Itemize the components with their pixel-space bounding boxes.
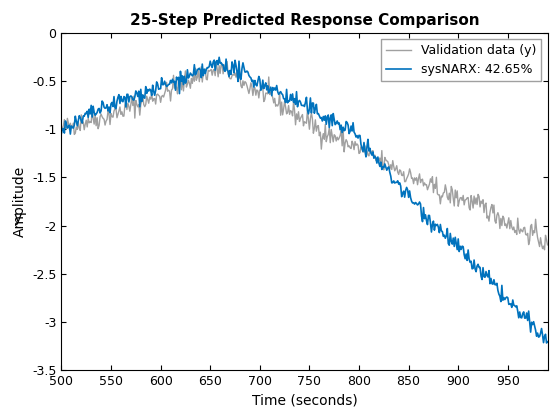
Title: 25-Step Predicted Response Comparison: 25-Step Predicted Response Comparison <box>130 13 479 27</box>
Validation data (y) <box>544 242 551 247</box>
Legend: Validation data (y), sysNARX: 42.65%: Validation data (y), sysNARX: 42.65% <box>381 39 542 81</box>
Y-axis label: Amplitude: Amplitude <box>12 166 26 237</box>
Validation data (y) <box>58 124 65 129</box>
Line: sysNARX: 42.65%: sysNARX: 42.65% <box>62 57 548 343</box>
sysNARX: 42.65%: (659, -0.254): 42.65%: (659, -0.254) <box>216 55 222 60</box>
sysNARX: 42.65%: (892, -2.08): 42.65%: (892, -2.08) <box>447 231 454 236</box>
Validation data (y) <box>260 99 267 104</box>
X-axis label: Time (seconds): Time (seconds) <box>251 394 357 407</box>
Text: y: y <box>13 211 22 225</box>
Validation data (y) <box>311 126 318 131</box>
sysNARX: 42.65%: (500, -1.04): 42.65%: (500, -1.04) <box>58 131 65 136</box>
sysNARX: 42.65%: (755, -0.834): 42.65%: (755, -0.834) <box>311 111 318 116</box>
Validation data (y) <box>447 200 454 205</box>
Validation data (y) <box>467 207 474 213</box>
Validation data (y) <box>299 112 306 117</box>
sysNARX: 42.65%: (990, -3.21): 42.65%: (990, -3.21) <box>544 339 551 344</box>
sysNARX: 42.65%: (704, -0.578): 42.65%: (704, -0.578) <box>260 86 267 91</box>
sysNARX: 42.65%: (924, -2.56): 42.65%: (924, -2.56) <box>479 277 486 282</box>
Validation data (y) <box>479 201 486 206</box>
Line: Validation data (y): Validation data (y) <box>62 62 548 250</box>
sysNARX: 42.65%: (743, -0.755): 42.65%: (743, -0.755) <box>299 103 306 108</box>
Validation data (y) <box>224 59 231 64</box>
sysNARX: 42.65%: (912, -2.38): 42.65%: (912, -2.38) <box>467 260 474 265</box>
sysNARX: 42.65%: (989, -3.22): 42.65%: (989, -3.22) <box>543 341 550 346</box>
Validation data (y) <box>541 247 548 252</box>
